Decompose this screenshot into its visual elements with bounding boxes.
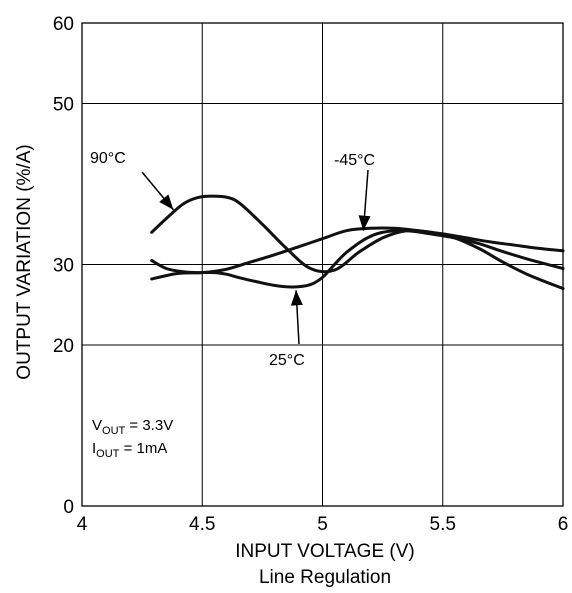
y-tick-labels: 0 20 30 50 60 (53, 14, 74, 518)
annotation-label: 90°C (90, 150, 126, 167)
series-line (150, 226, 565, 281)
series-line (150, 194, 565, 291)
note-line: IOUT = 1mA (92, 440, 167, 460)
y-tick-label: 50 (53, 95, 74, 116)
annotation-arrowhead (290, 290, 303, 306)
y-tick-label: 30 (53, 256, 74, 277)
annotation-label: 25°C (269, 352, 305, 369)
x-tick-label: 4.5 (189, 514, 215, 535)
x-tick-label: 6 (558, 514, 569, 535)
y-tick-label: 20 (53, 336, 74, 357)
series-line (150, 229, 565, 289)
chart-caption: Line Regulation (259, 567, 391, 588)
grid (82, 23, 563, 506)
conditions-note: VOUT = 3.3V IOUT = 1mA (92, 417, 173, 460)
annotation-label: -45°C (334, 152, 375, 169)
annotation-arrowhead (159, 194, 174, 210)
x-tick-labels: 4 4.5 5 5.5 6 (77, 514, 569, 535)
plot-frame (81, 22, 564, 507)
y-axis-label: OUTPUT VARIATION (%/A) (14, 144, 35, 379)
y-tick-label: 0 (63, 497, 74, 518)
x-tick-label: 5 (317, 514, 328, 535)
x-tick-label: 5.5 (430, 514, 456, 535)
note-line: VOUT = 3.3V (92, 417, 173, 437)
x-tick-label: 4 (77, 514, 88, 535)
y-tick-label: 60 (53, 14, 74, 35)
x-axis-label: INPUT VOLTAGE (V) (235, 541, 414, 562)
series-lines (150, 194, 565, 291)
annotations: 90°C -45°C 25°C (90, 150, 375, 369)
annotation-arrowhead (358, 215, 371, 231)
